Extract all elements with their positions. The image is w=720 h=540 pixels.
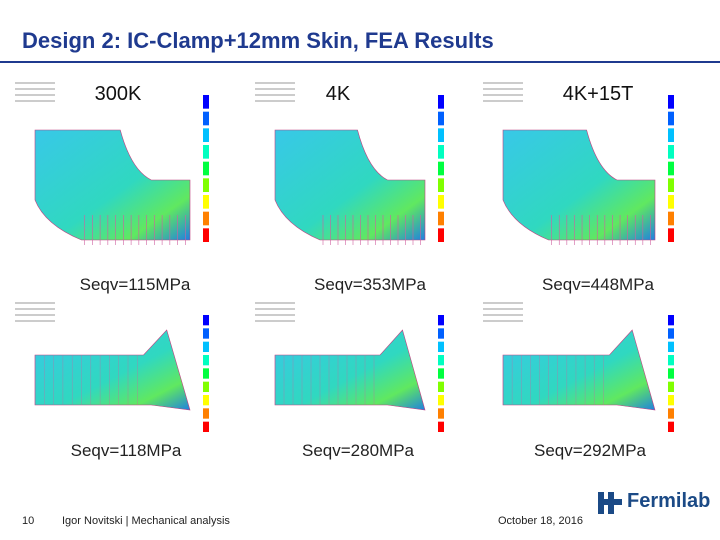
legend-swatch bbox=[668, 328, 674, 339]
legend-swatch bbox=[668, 381, 674, 392]
fea-shape bbox=[274, 129, 426, 241]
legend-swatch bbox=[668, 368, 674, 379]
result-label: Seqv=118MPa bbox=[68, 441, 184, 461]
legend-swatch bbox=[203, 421, 209, 432]
legend-swatch bbox=[438, 145, 444, 159]
footer-date: October 18, 2016 bbox=[498, 515, 584, 527]
legend-swatch bbox=[438, 355, 444, 366]
legend-swatch bbox=[668, 145, 674, 159]
legend-swatch bbox=[668, 95, 674, 109]
fea-shape bbox=[502, 129, 656, 241]
legend-swatch bbox=[438, 341, 444, 352]
column-label: 300K bbox=[92, 83, 144, 106]
legend-swatch bbox=[438, 421, 444, 432]
legend-swatch bbox=[668, 228, 674, 242]
legend-swatch bbox=[203, 178, 209, 192]
legend-swatch bbox=[668, 395, 674, 406]
result-label: Seqv=280MPa bbox=[300, 441, 416, 461]
legend-swatch bbox=[438, 211, 444, 226]
legend-swatch bbox=[203, 395, 209, 406]
legend-swatch bbox=[668, 315, 674, 326]
legend-swatch bbox=[668, 408, 674, 419]
legend-swatch bbox=[668, 128, 674, 142]
fea-plot bbox=[478, 295, 710, 445]
legend-swatch bbox=[203, 195, 209, 209]
legend-swatch bbox=[438, 315, 444, 326]
legend-swatch bbox=[668, 161, 674, 176]
legend-swatch bbox=[668, 421, 674, 432]
legend-swatch bbox=[438, 161, 444, 176]
legend-swatch bbox=[668, 111, 674, 126]
result-label: Seqv=292MPa bbox=[532, 441, 648, 461]
column-label: 4K+15T bbox=[560, 83, 636, 106]
result-label: Seqv=353MPa bbox=[312, 275, 428, 295]
legend-swatch bbox=[203, 128, 209, 142]
legend-swatch bbox=[438, 228, 444, 242]
legend-swatch bbox=[203, 355, 209, 366]
legend-swatch bbox=[203, 381, 209, 392]
logo-text: Fermilab bbox=[627, 490, 711, 512]
legend-swatch bbox=[438, 111, 444, 126]
legend-swatch bbox=[438, 95, 444, 109]
legend-swatch bbox=[438, 395, 444, 406]
legend-swatch bbox=[203, 228, 209, 242]
slide-title: Design 2: IC-Clamp+12mm Skin, FEA Result… bbox=[22, 28, 494, 53]
fea-shape bbox=[34, 129, 191, 241]
fea-plot bbox=[250, 75, 480, 255]
result-label: Seqv=448MPa bbox=[540, 275, 656, 295]
page-number: 10 bbox=[22, 515, 35, 527]
legend-swatch bbox=[438, 178, 444, 192]
legend-swatch bbox=[203, 408, 209, 419]
legend-swatch bbox=[438, 328, 444, 339]
legend-swatch bbox=[668, 211, 674, 226]
legend-swatch bbox=[203, 211, 209, 226]
legend-swatch bbox=[203, 95, 209, 109]
legend-swatch bbox=[438, 368, 444, 379]
legend-swatch bbox=[203, 111, 209, 126]
legend-swatch bbox=[203, 161, 209, 176]
legend-swatch bbox=[668, 341, 674, 352]
legend-swatch bbox=[668, 355, 674, 366]
legend-swatch bbox=[203, 315, 209, 326]
legend-swatch bbox=[438, 128, 444, 142]
legend-swatch bbox=[438, 381, 444, 392]
column-label: 4K bbox=[323, 83, 353, 106]
fea-plot bbox=[478, 75, 710, 255]
fermilab-icon bbox=[598, 492, 622, 514]
legend-swatch bbox=[203, 328, 209, 339]
result-label: Seqv=115MPa bbox=[77, 275, 193, 295]
legend-swatch bbox=[203, 341, 209, 352]
legend-swatch bbox=[668, 178, 674, 192]
legend-swatch bbox=[438, 408, 444, 419]
legend-swatch bbox=[203, 145, 209, 159]
legend-swatch bbox=[668, 195, 674, 209]
legend-swatch bbox=[203, 368, 209, 379]
fea-plot bbox=[10, 295, 245, 445]
footer-author: Igor Novitski | Mechanical analysis bbox=[62, 515, 230, 527]
fea-plot bbox=[250, 295, 480, 445]
legend-swatch bbox=[438, 195, 444, 209]
